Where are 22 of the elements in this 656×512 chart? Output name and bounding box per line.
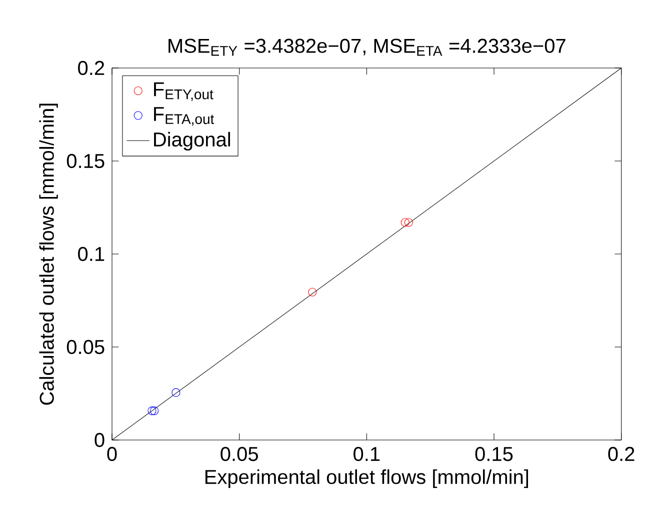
y-axis-title: Calculated outlet flows [mmol/min] [39,104,58,405]
point [400,218,410,227]
y-tick-label: 0.1 [78,246,104,262]
x-axis-title: Experimental outlet flows [mmol/min] [205,469,528,488]
point [404,218,413,227]
point [150,406,159,416]
x-tick-label: 0 [107,446,117,462]
y-tick-label: 0 [94,432,104,448]
legend-label: Diagonal [154,132,230,151]
y-tick-label: 0.2 [78,60,104,76]
legend-label: F$_{ETA,out}$ [154,107,214,126]
legend-label: F$_{ETY,out}$ [154,82,214,101]
chart-title: MSE$_{ETY}$ =3.4382e−07, MSE$_{ETA}$ =4.2333e−07 [168,38,566,56]
x-tick-label: 0.05 [220,446,258,462]
x-tick-label: 0.15 [475,446,513,462]
x-tick-label: 0.2 [608,446,634,462]
point [308,288,317,296]
y-tick-label: 0.05 [66,340,104,354]
point [172,388,180,397]
x-tick-label: 0.1 [354,446,380,462]
point [148,406,156,416]
y-tick-label: 0.15 [66,154,104,168]
